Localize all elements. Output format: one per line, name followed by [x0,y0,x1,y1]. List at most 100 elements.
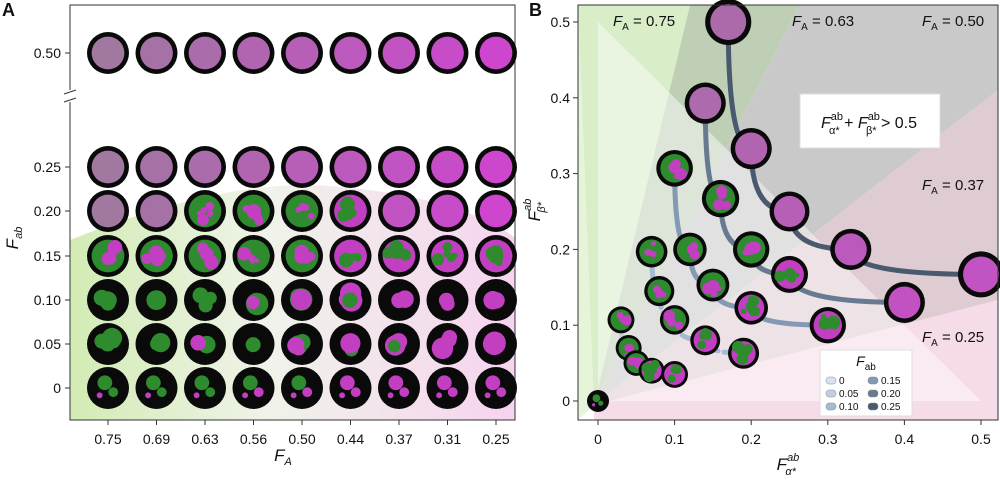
colony-patch [736,352,749,365]
colony-island [399,387,410,398]
colony-cell [87,279,129,321]
x-tick-label: 0.4 [895,431,915,447]
colony-point [705,0,752,46]
y-tick-label: 0 [53,380,61,396]
colony-patch [248,254,256,262]
colony-island [436,375,452,391]
colony-patch [237,246,252,261]
colony-cell [87,367,129,409]
colony-cell [378,190,420,232]
colony-patch [197,213,209,226]
colony-sector [388,340,401,353]
colony-cell [475,190,517,232]
colony-patch [649,250,655,256]
legend-label: 0.20 [881,389,901,400]
legend-swatch [867,402,879,411]
colony-fill [285,194,319,228]
y-tick-label: 0.4 [551,90,571,106]
colony-patch [343,252,349,258]
colony-cell [184,146,226,188]
colony-patch [443,251,450,258]
colony-patch [788,271,794,277]
colony-cell [475,323,517,365]
sum-annotation-text: Fab α* + Fab β* > 0.5 [821,111,917,137]
colony-cell [184,190,226,232]
colony-island [598,400,604,406]
region-label: FA = 0.25 [922,329,984,349]
colony-cell [378,146,420,188]
colony-patch [822,321,828,327]
panel-b-y-ticks: 0 0.1 0.2 0.3 0.4 0.5 [551,14,578,409]
colony-point [607,306,635,334]
colony-cell [475,279,517,321]
y-tick-label: 0.2 [551,241,571,257]
colony-patch [399,249,412,261]
colony-patch [200,207,208,214]
colony-grid [87,32,517,409]
colony-patch [337,210,347,220]
colony-sector [342,292,358,308]
colony-sector [287,336,305,355]
colony-point [958,251,1000,298]
colony-point [644,276,675,307]
colony-sector [440,296,455,311]
colony-point [673,232,707,267]
colony-cell [329,190,372,232]
colony-island [592,394,601,403]
colony-cell [184,235,226,277]
colony-island [339,392,346,399]
colony-point [696,268,730,302]
colony-cell [184,323,226,365]
colony-patch [667,374,676,383]
colony-patch [452,252,458,259]
x-tick-label: 0.2 [741,431,761,447]
y-tick-label: 0 [562,393,570,409]
colony-patch [721,200,731,210]
colony-mixed-fill [479,150,513,184]
colony-cell [135,367,178,409]
panel-b-x-ticks: 0 0.1 0.2 0.3 0.4 0.5 [594,420,991,447]
colony-island [436,392,443,399]
legend-title: Fab [856,353,876,373]
colony-patch [697,340,707,349]
colony-point [659,305,690,335]
colony-island [193,392,200,399]
colony-mixed-fill [285,36,319,70]
panel-b: B 0 0.1 0.2 0.3 0.4 0.5 0 0.1 0.2 0.3 0.4 0.5 FA =… [522,0,1000,478]
colony-sector [192,287,209,304]
colony-island [253,387,264,398]
colony-cell [87,32,129,74]
colony-patch [339,196,355,212]
x-tick-label: 0 [594,431,602,447]
colony-patch [745,301,757,313]
colony-island [290,392,297,399]
x-tick-label: 0.37 [385,431,412,447]
colony-mixed-fill [91,194,125,228]
colony-island [339,375,355,391]
colony-mixed-fill [140,150,173,184]
y-tick-label: 0.5 [551,14,571,30]
colony-patch [242,204,250,213]
y-tick-label: 0.50 [34,45,61,61]
colony-patch [206,210,214,217]
colony-island [350,387,361,398]
colony-cell [329,279,372,321]
y-tick-label: 0.15 [34,248,61,264]
colony-island [108,387,119,398]
colony-island [97,375,113,391]
colony-patch [205,201,215,211]
panel-a-y-axis-label: Fab [3,227,25,250]
colony-patch [700,328,711,338]
sum-annotation: Fab α* + Fab β* > 0.5 [799,93,941,149]
colony-patch [717,286,722,292]
colony-cell [184,279,226,321]
colony-point [830,228,872,270]
colony-mixed-fill [91,36,125,70]
colony-patch [661,291,667,298]
colony-cell [426,367,469,409]
colony-cell [87,146,129,188]
region-label: FA = 0.63 [792,13,854,33]
colony-mixed-fill [237,150,270,184]
panel-b-label: B [529,0,542,20]
colony-point [684,82,726,124]
